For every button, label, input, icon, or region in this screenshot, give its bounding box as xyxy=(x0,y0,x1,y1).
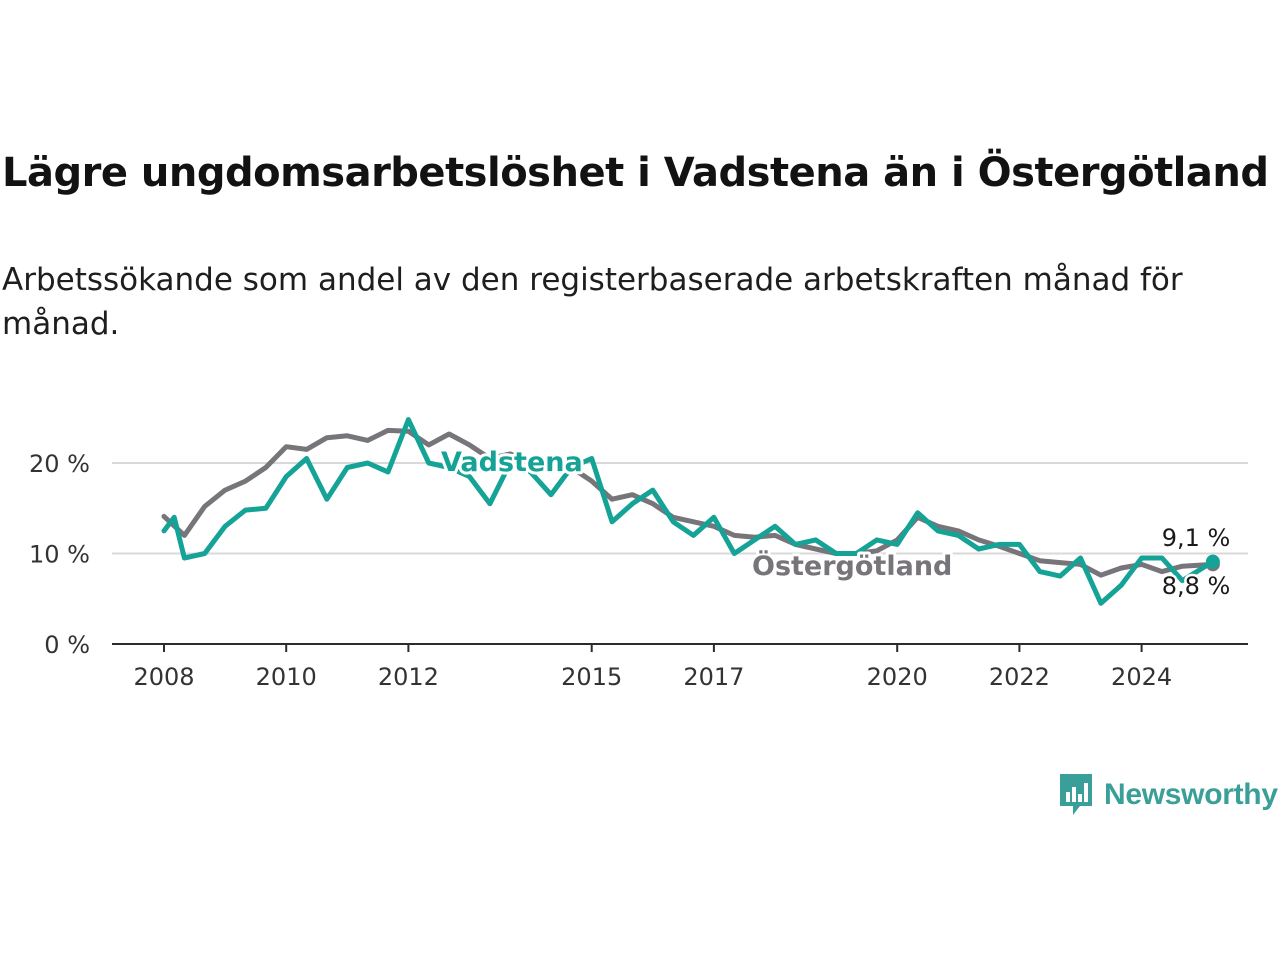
series-end-point xyxy=(1205,554,1220,569)
y-tick-label: 10 % xyxy=(29,541,90,569)
x-tick-label: 2015 xyxy=(561,663,622,691)
y-tick-label: 0 % xyxy=(44,631,90,659)
end-value-label: 9,1 % xyxy=(1162,524,1231,552)
x-tick-label: 2012 xyxy=(378,663,439,691)
series-lines xyxy=(161,417,1220,606)
series-label-vadstena: Vadstena xyxy=(441,447,583,478)
brand-name: Newsworthy xyxy=(1104,778,1278,811)
chart-title: Lägre ungdomsarbetslöshet i Vadstena än … xyxy=(2,150,1269,196)
x-axis-tick-labels: 2008 2010 2012 2015 2017 2020 2022 2024 xyxy=(133,644,1172,691)
chart-subtitle: Arbetssökande som andel av den registerb… xyxy=(2,262,1183,342)
series-label-ostergotland: Östergötland xyxy=(752,549,952,582)
x-tick-label: 2020 xyxy=(867,663,928,691)
x-tick-label: 2024 xyxy=(1111,663,1172,691)
gridlines xyxy=(112,462,1248,645)
y-axis-tick-labels: 0 % 10 % 20 % xyxy=(29,450,90,659)
newsworthy-logo-icon xyxy=(1060,774,1092,815)
x-tick-label: 2010 xyxy=(256,663,317,691)
line-chart: 0 % 10 % 20 % 2008 2010 2012 2015 2017 2020 2022… xyxy=(29,417,1248,691)
x-tick-label: 2022 xyxy=(989,663,1050,691)
y-tick-label: 20 % xyxy=(29,450,90,478)
x-tick-label: 2017 xyxy=(683,663,744,691)
series-labels: Vadstena Östergötland 9,1 % 8,8 % xyxy=(438,444,1233,603)
series-line-vadstena xyxy=(161,417,1216,606)
newsworthy-brand[interactable]: Newsworthy xyxy=(1058,772,1278,818)
end-value-label: 8,8 % xyxy=(1162,572,1231,600)
x-tick-label: 2008 xyxy=(133,663,194,691)
